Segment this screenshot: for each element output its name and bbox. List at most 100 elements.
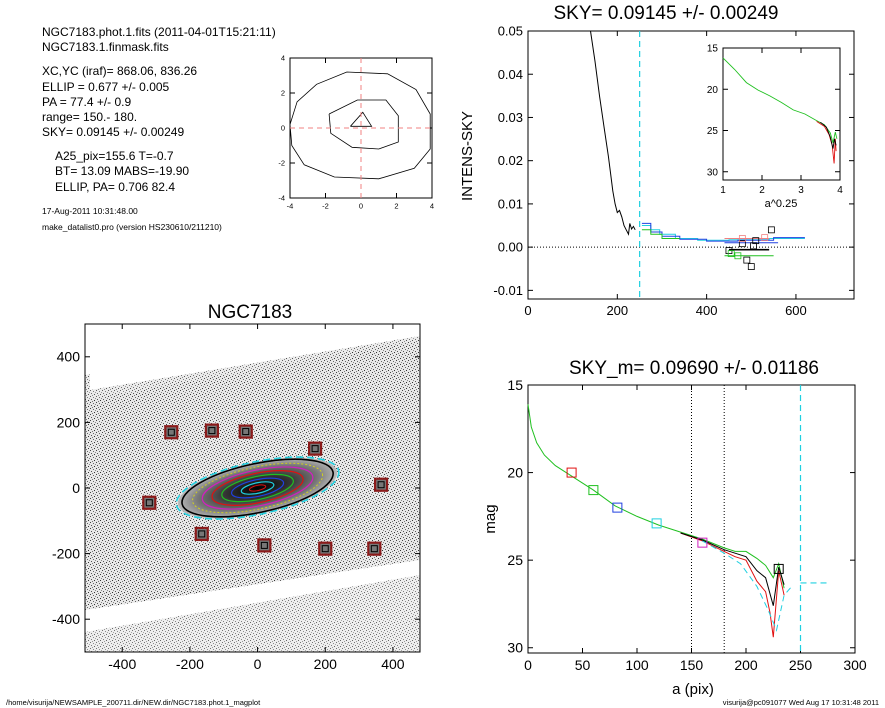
galaxy-isophote <box>248 484 267 492</box>
mag-plot-xlabel: a (pix) <box>672 681 714 698</box>
sky-box-point <box>734 252 742 260</box>
contour-lines <box>289 58 432 198</box>
image-sky-box-inner <box>311 445 319 453</box>
image-xtick-label: -200 <box>176 656 204 672</box>
image-ytick-label: 0 <box>72 480 80 496</box>
mag-ytick-label: 20 <box>507 464 523 480</box>
image-sky-box-inner <box>321 545 329 553</box>
contour-ytick-label: 2 <box>281 89 285 98</box>
contour-xtick-label: 4 <box>430 202 434 211</box>
mag-ytick-label: 25 <box>507 552 523 568</box>
image-sky-box-inner <box>208 427 216 435</box>
header-mask-line: NGC7183.1.finmask.fits <box>42 40 169 54</box>
contour-xtick-label: 2 <box>394 202 398 211</box>
mag-ytick-label: 30 <box>507 640 523 656</box>
header-a25: A25_pix=155.6 T=-0.7 <box>55 149 174 163</box>
image-ticks: -400 -200 0 200 400 400 200 0 -200 -400 <box>52 324 420 672</box>
galaxy-isophote <box>201 466 314 510</box>
contour-ytick-label: -4 <box>278 194 285 203</box>
galaxy-isophotes <box>175 456 340 520</box>
mag-xtick-label: 0 <box>524 657 532 673</box>
sky-box-point <box>752 237 760 245</box>
image-sky-box <box>142 495 157 510</box>
header-file-line: NGC7183.phot.1.fits (2011-04-01T15:21:11… <box>42 25 276 39</box>
contour-plot: -4 -2 0 2 4 -4 -2 0 2 4 <box>278 54 434 211</box>
sky-ytick-label: -0.01 <box>493 283 523 298</box>
mag-series-green <box>527 404 785 589</box>
sky-box-point <box>767 226 775 234</box>
mag-series-black <box>680 532 785 606</box>
mag-xtick-label: 50 <box>575 657 591 673</box>
image-sky-box-inner <box>145 499 153 507</box>
sky-plot-ticks: 0 200 400 600 0.05 0.04 0.03 0.02 0.01 0.00 -0.01 <box>493 24 854 318</box>
image-sky-box <box>204 423 219 438</box>
sky-inset-ticks: 1 2 3 4 15 20 25 30 <box>707 44 843 197</box>
sky-ytick-label: 0.02 <box>498 153 523 168</box>
sky-box-point <box>738 240 746 248</box>
mag-marker-square <box>697 537 708 548</box>
mag-series-red <box>680 532 785 638</box>
galaxy-isophote <box>211 470 304 506</box>
header-range: range= 150.- 180. <box>42 110 137 124</box>
contour-xtick-label: -2 <box>322 202 329 211</box>
header-ellip: ELLIP = 0.677 +/- 0.005 <box>42 80 170 94</box>
contour-isophote <box>350 111 373 127</box>
inset-xtick-label: 1 <box>720 185 726 196</box>
header-program: make_datalist0.pro (version HS230610/211… <box>42 222 222 232</box>
mag-ytick-label: 15 <box>507 377 523 393</box>
sky-ytick-label: 0.00 <box>498 240 523 255</box>
inset-series-green <box>722 57 838 144</box>
mag-series-cyan <box>702 540 793 632</box>
image-sky-box-inner <box>167 428 175 436</box>
sky-box-point <box>738 235 746 242</box>
contour-xtick-label: -4 <box>287 202 294 211</box>
image-xtick-label: -400 <box>108 656 136 672</box>
image-ytick-label: -400 <box>52 611 80 627</box>
image-sky-box <box>238 424 253 439</box>
sky-plot-frame <box>527 30 855 300</box>
header-bt: BT= 13.09 MABS=-19.90 <box>55 164 189 178</box>
contour-xtick-label: 0 <box>359 202 363 211</box>
image-sky-boxes <box>142 423 389 556</box>
sky-plot-title: SKY= 0.09145 +/- 0.00249 <box>553 3 778 24</box>
galaxy-isophote <box>240 481 275 495</box>
image-sky-box <box>164 425 179 440</box>
image-sky-box-inner <box>370 545 378 553</box>
mag-marker-square <box>588 485 599 496</box>
image-sky-box-inner <box>377 481 385 489</box>
galaxy-isophote <box>221 473 294 503</box>
sky-inset: 1 2 3 4 15 20 25 30 a^0.25 <box>707 44 843 211</box>
image-ytick-label: 400 <box>57 349 81 365</box>
mag-plot-ticks: 0 50 100 150 200 250 300 15 20 25 30 <box>507 377 866 673</box>
mag-plot-frame <box>527 384 856 654</box>
sky-xtick-label: 600 <box>785 303 807 318</box>
inset-xtick-label: 4 <box>837 185 843 196</box>
header-xcyc: XC,YC (iraf)= 868.06, 836.26 <box>42 64 197 78</box>
mag-plot: SKY_m= 0.09690 +/- 0.01186 mag a (pix) 0… <box>482 358 867 698</box>
header-sky: SKY= 0.09145 +/- 0.00249 <box>42 125 184 139</box>
inset-ytick-label: 30 <box>707 167 719 178</box>
sky-inset-marks <box>722 57 838 164</box>
image-xtick-label: 0 <box>254 656 262 672</box>
inset-ytick-label: 25 <box>707 126 719 137</box>
mag-marker-square <box>566 467 577 478</box>
sky-ytick-label: 0.05 <box>498 24 523 39</box>
mag-xtick-label: 200 <box>734 657 758 673</box>
inset-ytick-label: 20 <box>707 85 719 96</box>
sky-xtick-label: 400 <box>696 303 718 318</box>
image-sky-box <box>373 477 389 492</box>
sky-box-point <box>747 263 755 270</box>
galaxy-isophote <box>192 462 324 514</box>
sky-ytick-label: 0.01 <box>498 196 523 211</box>
image-sky-box-inner <box>198 530 206 538</box>
mag-marker-square <box>651 518 662 529</box>
inset-xtick-label: 2 <box>759 185 765 196</box>
image-ytick-label: -200 <box>52 546 80 562</box>
image-xtick-label: 400 <box>381 656 405 672</box>
sky-plot-ylabel: INTENS-SKY <box>459 111 476 201</box>
mag-plot-marks <box>527 385 828 653</box>
sky-plot-marks <box>528 30 854 299</box>
sky-xtick-label: 200 <box>606 303 628 318</box>
galaxy-image-plot: NGC7183 <box>52 302 421 672</box>
